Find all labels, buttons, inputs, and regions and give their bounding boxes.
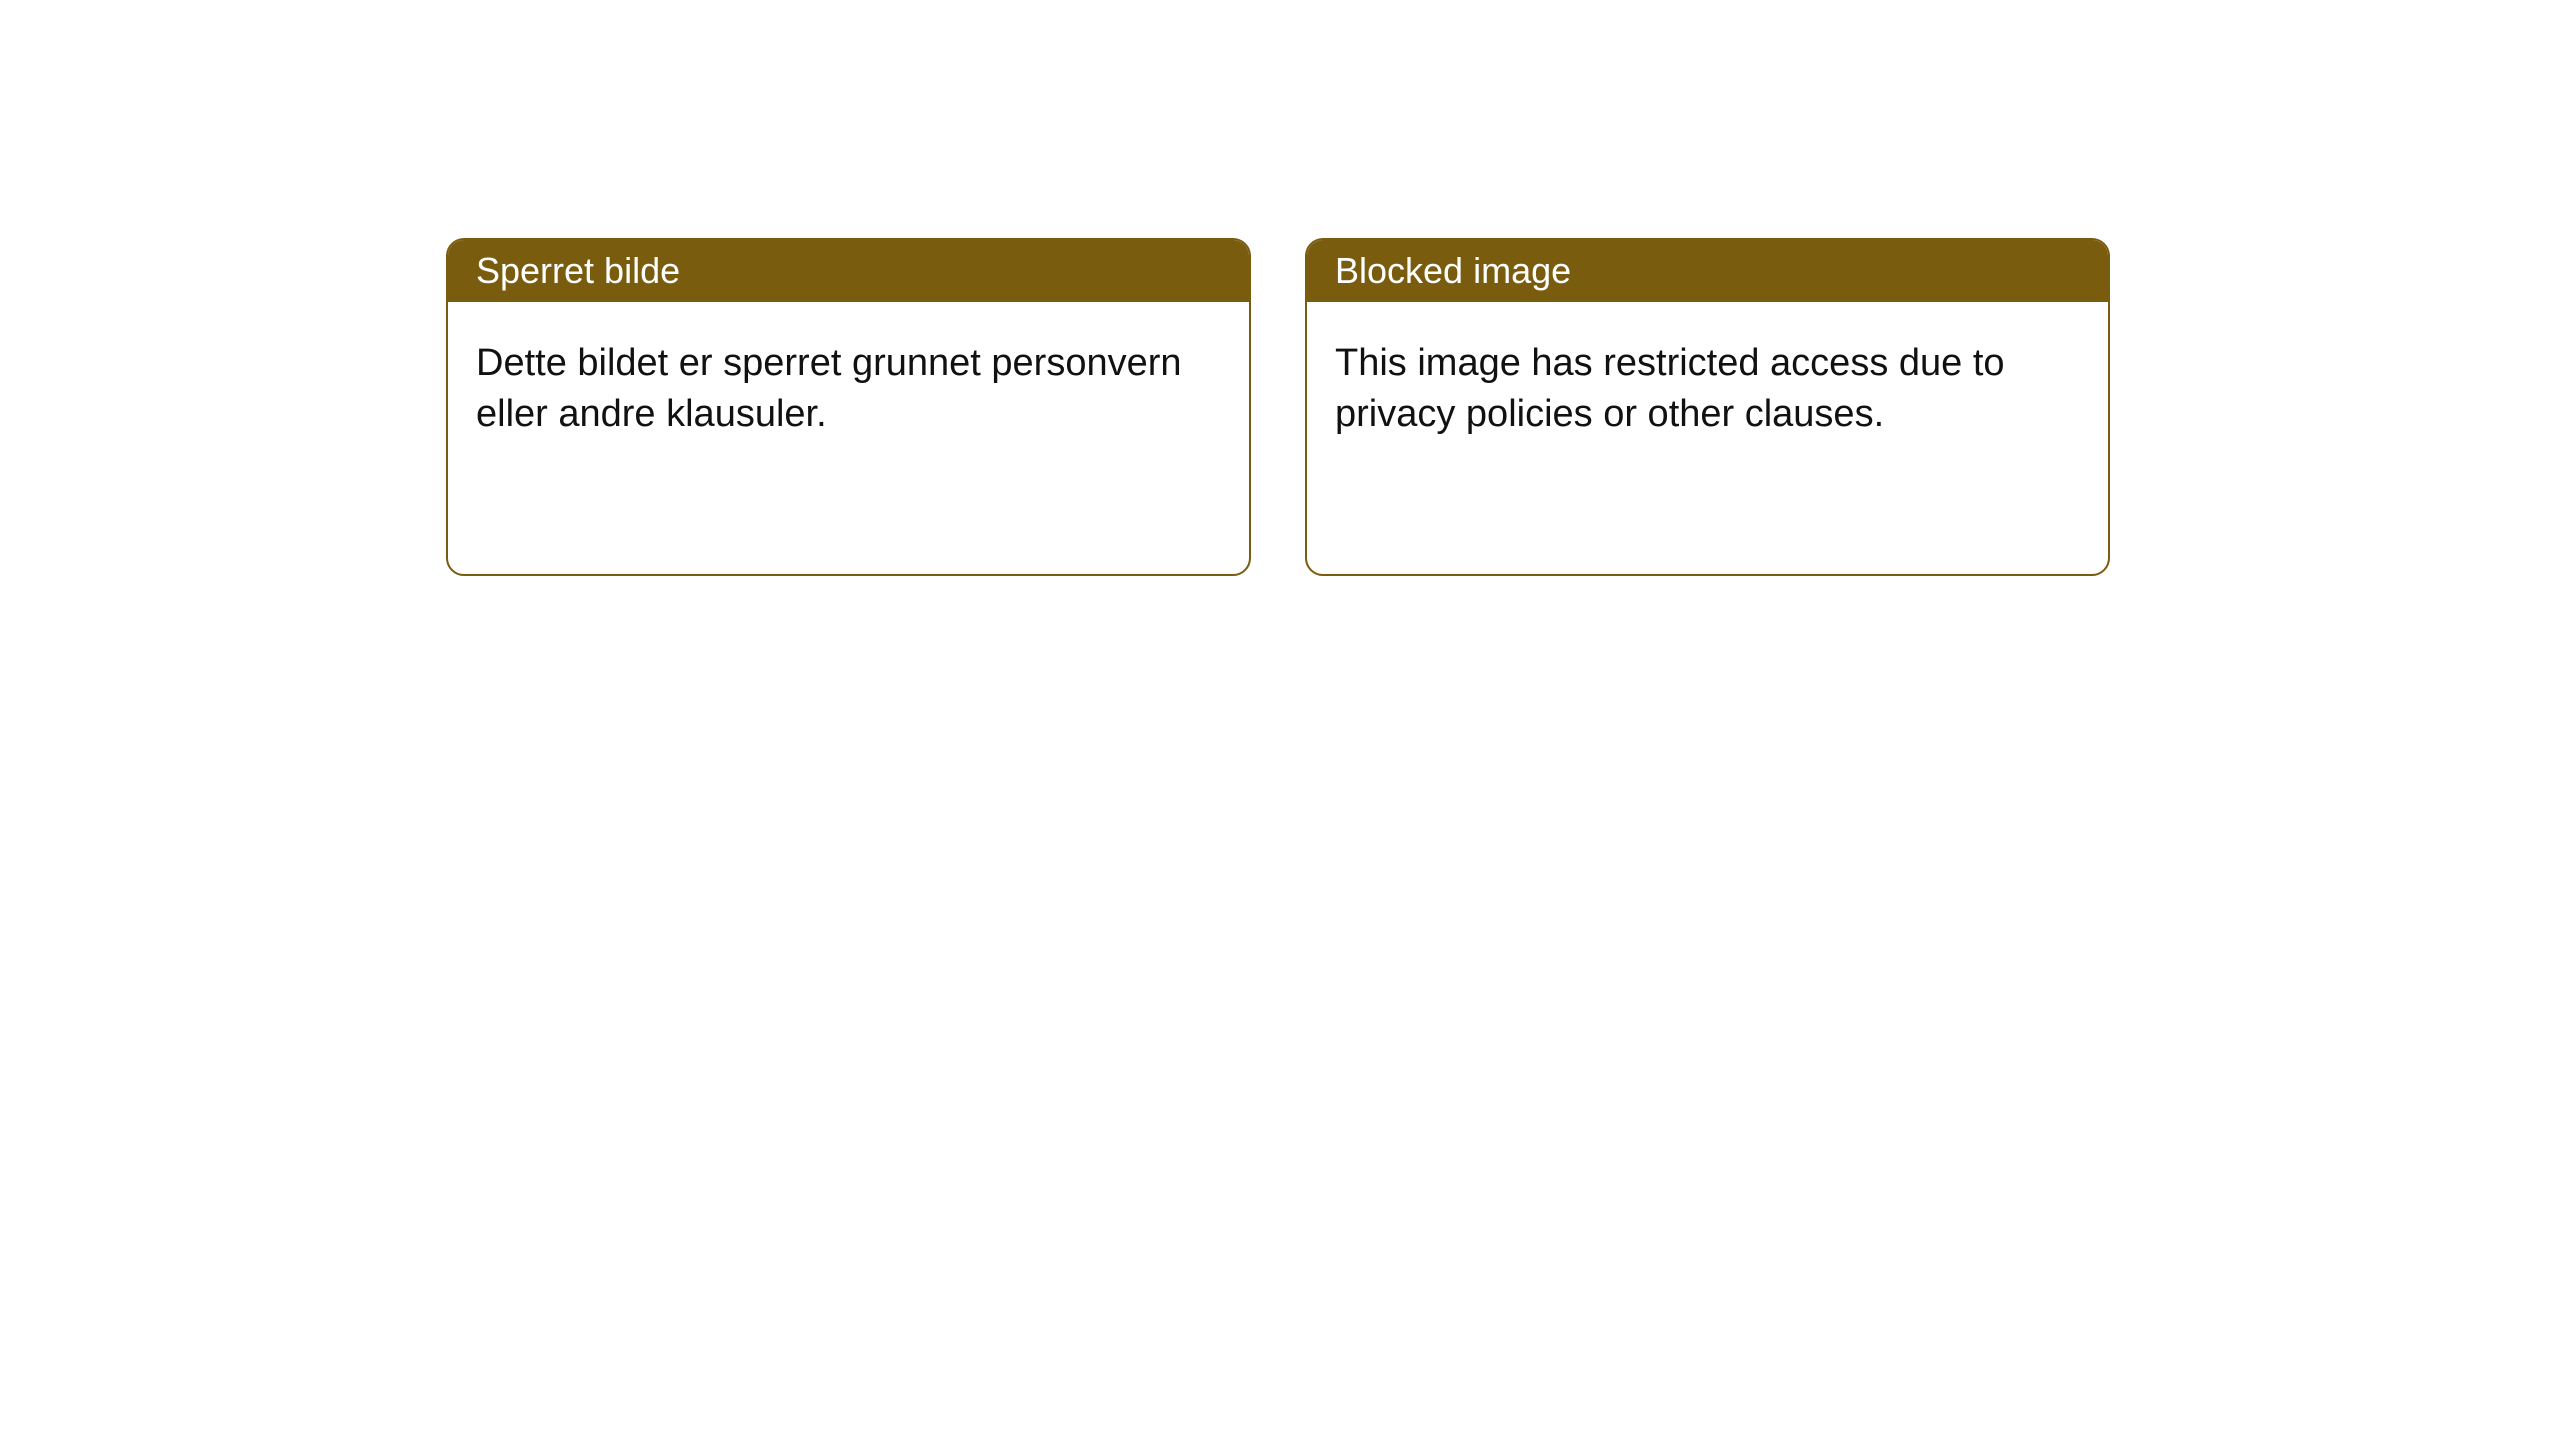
blocked-image-card-en: Blocked image This image has restricted … [1305, 238, 2110, 576]
message-cards-container: Sperret bilde Dette bildet er sperret gr… [0, 0, 2560, 576]
blocked-image-card-no: Sperret bilde Dette bildet er sperret gr… [446, 238, 1251, 576]
card-title: Sperret bilde [448, 240, 1249, 302]
card-title: Blocked image [1307, 240, 2108, 302]
card-body-text: This image has restricted access due to … [1307, 302, 2108, 477]
card-body-text: Dette bildet er sperret grunnet personve… [448, 302, 1249, 477]
